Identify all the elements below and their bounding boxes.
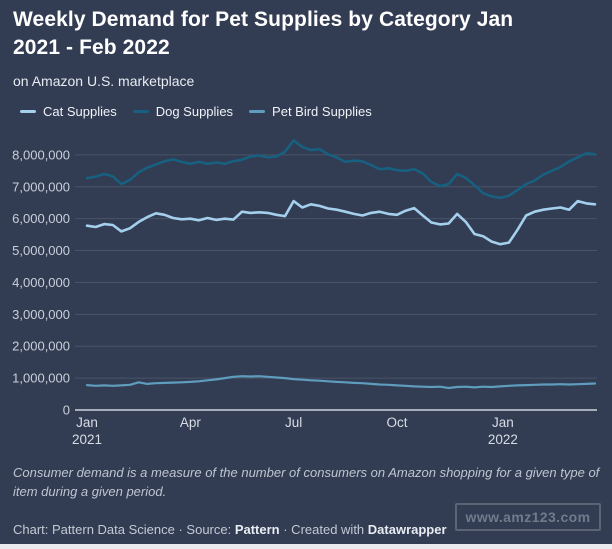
y-axis-label: 1,000,000 [12,371,70,386]
legend-swatch-icon [132,110,149,113]
series-line-dog-supplies [85,139,597,200]
x-axis-label: Jan [76,415,98,430]
chart-area: 0 1,000,000 2,000,000 3,000,000 4,000,000 5,0… [0,130,612,455]
x-axis-label: Apr [180,415,202,430]
page-title: Weekly Demand for Pet Supplies by Catego… [13,8,514,59]
y-axis-label: 2,000,000 [12,339,70,354]
legend-label: Cat Supplies [43,104,117,119]
x-axis-year-label: 2021 [72,432,102,447]
legend-swatch-icon [249,110,266,113]
source-link[interactable]: Pattern [234,522,280,537]
series-line-cat-supplies [85,199,597,246]
legend-label: Dog Supplies [155,104,234,119]
credits-line: Chart: Pattern Data Science · Source: Pa… [13,522,601,537]
datawrapper-link[interactable]: Datawrapper [367,522,447,537]
chart-subtitle: on Amazon U.S. marketplace [13,73,195,89]
legend-swatch-icon [20,110,36,113]
chart-footnote: Consumer demand is a measure of the numb… [13,465,600,499]
legend-item-dog-supplies: Dog Supplies [132,104,234,119]
y-axis-label: 3,000,000 [12,307,70,322]
y-axis-label: 8,000,000 [12,147,70,162]
legend-label: Pet Bird Supplies [272,104,372,119]
chart-svg: 0 1,000,000 2,000,000 3,000,000 4,000,000 5,0… [12,139,597,447]
y-axis-label: 4,000,000 [12,275,70,290]
y-axis-label: 6,000,000 [12,211,70,226]
y-axis-label: 7,000,000 [12,179,70,194]
legend-item-pet-bird-supplies: Pet Bird Supplies [249,104,372,119]
watermark-badge: www.amz123.com [455,503,601,531]
legend-item-cat-supplies: Cat Supplies [20,104,117,119]
y-axis-label: 5,000,000 [12,243,70,258]
credit-prefix: Chart: Pattern Data Science · Source: [13,522,235,537]
x-axis-year-label: 2022 [488,432,518,447]
bottom-edge-strip [0,544,612,549]
legend: Cat Supplies Dog Supplies Pet Bird Supplie… [20,104,372,119]
x-axis-label: Oct [386,415,407,430]
x-axis-label: Jul [285,415,302,430]
x-axis-label: Jan [492,415,514,430]
y-axis-label: 0 [63,403,70,418]
credit-middle: · Created with [279,522,368,537]
series-line-pet-bird-supplies [85,375,597,390]
